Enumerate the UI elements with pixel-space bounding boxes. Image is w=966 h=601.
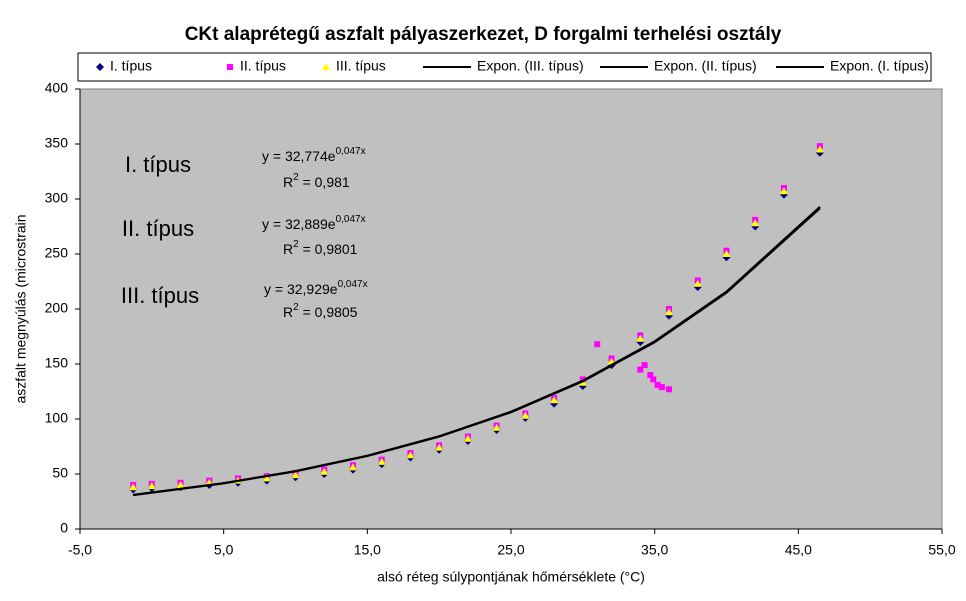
data-point <box>550 396 559 404</box>
equation-text: y = 32,929e <box>264 281 338 297</box>
data-point <box>815 145 824 153</box>
data-point <box>647 372 654 378</box>
data-point <box>722 250 731 257</box>
legend-marker <box>322 63 330 70</box>
x-tick-label: 35,0 <box>641 542 668 558</box>
r-value: = 0,981 <box>299 174 350 190</box>
equation: y = 32,774e0,047x <box>262 146 366 164</box>
y-tick-label: 300 <box>45 190 69 206</box>
y-tick-label: 250 <box>45 245 69 261</box>
y-tick-label: 200 <box>45 300 69 316</box>
annotation-label: II. típus <box>122 216 194 241</box>
data-point <box>463 434 472 442</box>
data-point <box>377 457 386 465</box>
r-power: 2 <box>293 172 299 183</box>
r-text: R <box>283 241 293 257</box>
data-point <box>320 467 329 475</box>
data-point <box>658 384 665 391</box>
data-point <box>521 411 530 419</box>
data-point <box>435 443 444 451</box>
equation: y = 32,889e0,047x <box>262 214 366 232</box>
y-tick-label: 50 <box>52 465 68 481</box>
r-power: 2 <box>293 239 299 250</box>
r-value: = 0,9805 <box>299 304 358 320</box>
data-point <box>779 187 788 195</box>
annotation-label: I. típus <box>125 152 191 177</box>
data-point <box>666 386 673 393</box>
legend-marker <box>227 64 233 70</box>
annotation-label: III. típus <box>121 283 199 308</box>
plot-area <box>79 88 943 530</box>
data-point <box>751 219 760 227</box>
x-axis-label: alsó réteg súlypontjának hőmérséklete (°… <box>377 569 645 585</box>
x-tick-label: 45,0 <box>785 542 812 558</box>
data-point <box>262 474 271 482</box>
legend-label: II. típus <box>240 58 286 74</box>
equation-text: y = 32,889e <box>262 216 336 232</box>
x-tick-label: 5,0 <box>214 542 234 558</box>
data-point <box>291 471 300 479</box>
trend-line <box>133 207 821 497</box>
equation-exponent: 0,047x <box>338 279 368 290</box>
data-point <box>492 423 501 431</box>
equation-exponent: 0,047x <box>336 146 366 157</box>
y-axis-label: aszfalt megnyúlás (microstrain <box>13 214 29 403</box>
data-point <box>641 362 648 369</box>
data-point <box>348 463 357 471</box>
x-tick-label: 55,0 <box>928 542 955 558</box>
r-power: 2 <box>293 302 299 313</box>
data-point <box>176 481 185 488</box>
x-tick-label: -5,0 <box>68 542 92 558</box>
legend-marker <box>96 63 104 71</box>
r-text: R <box>283 174 293 190</box>
r-squared: R2 = 0,981 <box>283 172 350 190</box>
r-value: = 0,9801 <box>299 241 358 257</box>
legend-label: Expon. (II. típus) <box>654 58 757 74</box>
data-point <box>594 341 601 348</box>
y-tick-label: 150 <box>45 355 69 371</box>
data-point <box>637 366 644 373</box>
equation: y = 32,929e0,047x <box>264 279 368 297</box>
data-point <box>665 308 674 316</box>
legend-label: Expon. (III. típus) <box>477 58 584 74</box>
x-tick-label: 25,0 <box>497 542 524 558</box>
y-tick-label: 0 <box>60 520 68 536</box>
legend-label: III. típus <box>336 58 386 74</box>
r-squared: R2 = 0,9801 <box>283 239 358 257</box>
data-point <box>147 482 156 490</box>
legend-label: Expon. (I. típus) <box>830 58 929 74</box>
data-point <box>636 334 645 342</box>
data-point <box>654 381 661 388</box>
r-squared: R2 = 0,9805 <box>283 302 358 320</box>
r-text: R <box>283 304 293 320</box>
data-point <box>693 279 702 287</box>
data-point <box>650 376 657 383</box>
legend-label: I. típus <box>110 58 152 74</box>
y-tick-label: 100 <box>45 410 69 426</box>
chart-title: CKt alaprétegű aszfalt pályaszerkezet, D… <box>185 24 782 45</box>
equation-exponent: 0,047x <box>336 214 366 225</box>
y-tick-label: 350 <box>45 135 69 151</box>
data-point <box>129 483 138 491</box>
equation-text: y = 32,774e <box>262 148 336 164</box>
data-point <box>406 451 415 459</box>
x-tick-label: 15,0 <box>354 542 381 558</box>
y-tick-label: 400 <box>45 80 69 96</box>
